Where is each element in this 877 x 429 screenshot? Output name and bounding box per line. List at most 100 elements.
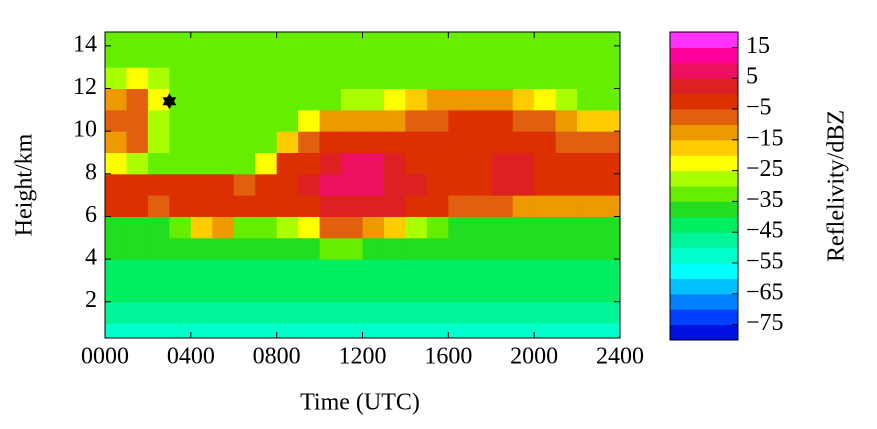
cell — [147, 109, 170, 132]
y-tick-label: 8 — [85, 159, 97, 185]
colorbar-band — [670, 78, 738, 95]
cell — [577, 259, 600, 281]
cell — [276, 173, 299, 196]
cell — [598, 67, 620, 90]
cell — [426, 173, 449, 196]
cell — [555, 45, 578, 68]
cell — [298, 32, 321, 47]
cell — [212, 152, 235, 175]
cell — [469, 32, 492, 47]
cell — [126, 152, 149, 175]
cell — [362, 152, 385, 175]
cell — [105, 173, 127, 196]
cell — [448, 216, 471, 239]
cell — [405, 152, 428, 175]
cell — [276, 32, 299, 47]
cell — [190, 280, 213, 303]
cell — [491, 259, 514, 281]
cell — [298, 301, 321, 324]
cell — [469, 323, 492, 338]
cell — [319, 323, 342, 338]
cell — [319, 88, 342, 111]
cell — [298, 45, 321, 68]
cell — [212, 32, 235, 47]
cell — [319, 259, 342, 281]
cell — [105, 259, 127, 281]
cell — [147, 173, 170, 196]
cell — [212, 216, 235, 239]
cell — [491, 280, 514, 303]
cell — [126, 237, 149, 260]
cell — [233, 67, 256, 90]
cell — [383, 32, 406, 47]
cell — [598, 280, 620, 303]
cell — [147, 216, 170, 239]
cell — [512, 131, 535, 153]
cell — [190, 259, 213, 281]
cell — [598, 45, 620, 68]
x-tick-label: 0400 — [167, 344, 215, 370]
colorbar-tick-label: −75 — [746, 310, 784, 336]
cell — [105, 323, 127, 338]
cell — [405, 67, 428, 90]
cell — [362, 131, 385, 153]
cell — [212, 88, 235, 111]
cell — [298, 67, 321, 90]
y-tick-label: 12 — [73, 74, 97, 100]
colorbar-frame — [669, 31, 739, 341]
cell — [169, 216, 192, 239]
cell — [362, 195, 385, 217]
cell — [405, 280, 428, 303]
cell — [534, 131, 557, 153]
cell — [298, 173, 321, 196]
cell — [491, 173, 514, 196]
cell — [362, 259, 385, 281]
cell — [577, 67, 600, 90]
cell — [233, 259, 256, 281]
cell — [577, 45, 600, 68]
cell — [383, 173, 406, 196]
colorbar-band — [670, 62, 738, 79]
cell — [255, 280, 278, 303]
cell — [534, 109, 557, 132]
cell — [405, 259, 428, 281]
cell — [276, 152, 299, 175]
cell — [491, 301, 514, 324]
cell — [469, 280, 492, 303]
cell — [276, 301, 299, 324]
cell — [319, 131, 342, 153]
cell — [255, 237, 278, 260]
cell — [126, 67, 149, 90]
cell — [448, 109, 471, 132]
heatmap — [105, 32, 620, 338]
cell — [341, 152, 363, 175]
cell — [105, 45, 127, 68]
cell — [190, 131, 213, 153]
cell — [534, 45, 557, 68]
cell — [341, 237, 363, 260]
cell — [512, 216, 535, 239]
cell — [362, 67, 385, 90]
cell — [469, 67, 492, 90]
cell — [169, 237, 192, 260]
cell — [212, 237, 235, 260]
colorbar-band — [670, 263, 738, 279]
cell — [147, 195, 170, 217]
cell — [276, 259, 299, 281]
cell — [512, 109, 535, 132]
cell — [298, 323, 321, 338]
cell — [512, 259, 535, 281]
cell — [190, 323, 213, 338]
cell — [469, 301, 492, 324]
cell — [362, 88, 385, 111]
x-tick-label: 2400 — [596, 344, 644, 370]
cell — [405, 131, 428, 153]
y-tick-label: 6 — [85, 202, 97, 228]
cell — [319, 152, 342, 175]
cell — [233, 237, 256, 260]
cell — [405, 216, 428, 239]
cell — [190, 173, 213, 196]
cell — [383, 301, 406, 324]
cell — [212, 109, 235, 132]
cell — [169, 131, 192, 153]
